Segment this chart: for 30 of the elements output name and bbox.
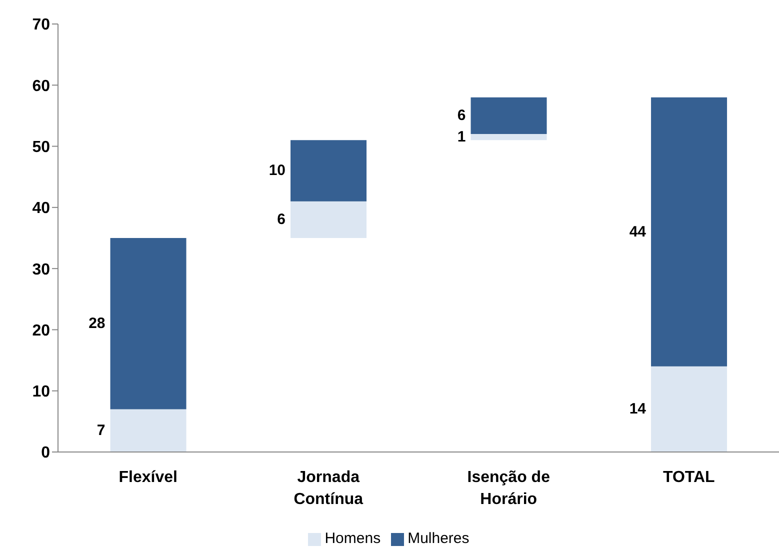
legend-label: Mulheres	[408, 530, 470, 547]
y-tick-label: 50	[32, 138, 50, 156]
y-tick-label: 30	[32, 261, 50, 278]
data-label: 28	[88, 315, 106, 332]
x-tick-label: Isenção de Horário	[467, 469, 550, 508]
x-tick-label: TOTAL	[662, 469, 716, 486]
x-tick-label: Flexível	[118, 469, 178, 486]
y-tick-label: 20	[32, 322, 50, 340]
bar	[470, 97, 547, 134]
y-tick-label: 10	[32, 384, 50, 401]
data-label: 7	[96, 422, 106, 440]
legend-label: Homens	[324, 530, 381, 547]
y-tick-label: 60	[32, 78, 50, 95]
data-label: 10	[268, 162, 286, 180]
data-label: 6	[457, 107, 466, 124]
bar	[110, 238, 186, 410]
bar	[290, 201, 367, 238]
data-label: 1	[457, 128, 466, 146]
bar	[651, 366, 728, 452]
bar	[290, 140, 367, 202]
bar	[470, 134, 547, 140]
y-tick-label: 70	[32, 16, 50, 34]
x-tick-label: Jornada Contínua	[294, 469, 364, 508]
y-tick-label: 0	[41, 444, 50, 462]
data-label: 44	[629, 223, 647, 240]
data-label: 14	[629, 400, 647, 418]
y-tick-label: 40	[32, 200, 50, 218]
bar	[651, 97, 728, 366]
data-label: 6	[277, 211, 286, 228]
bar	[110, 409, 186, 452]
